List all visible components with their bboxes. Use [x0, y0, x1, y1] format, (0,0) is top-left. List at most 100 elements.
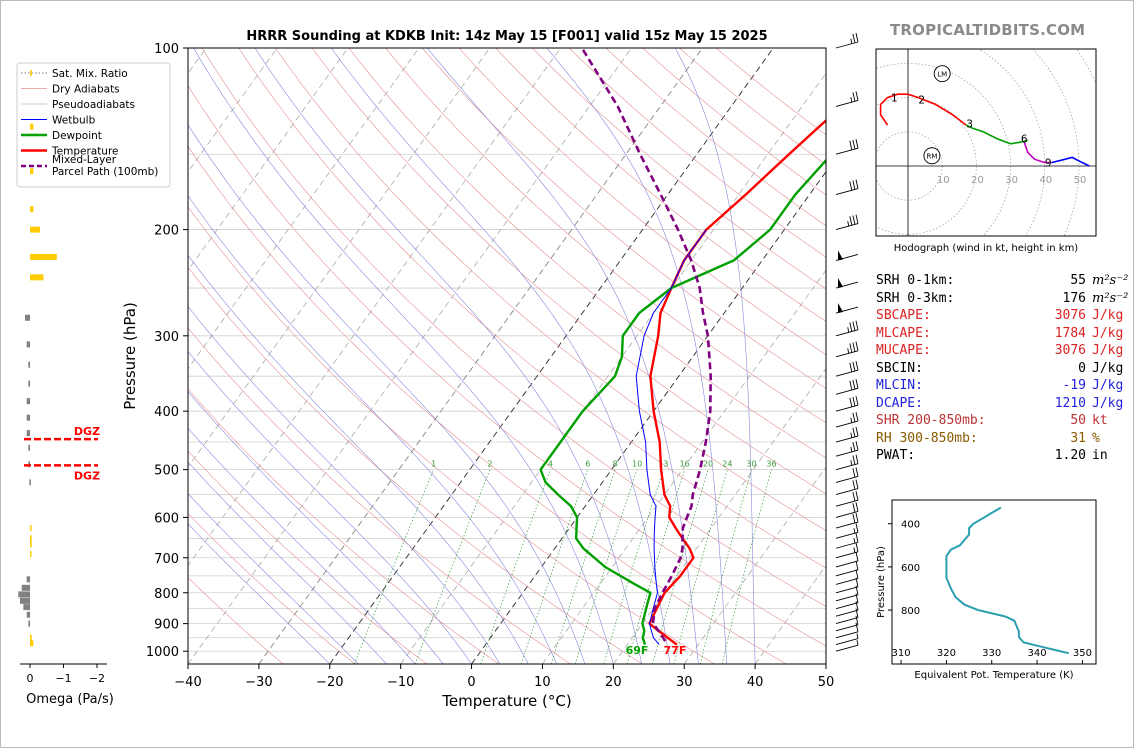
legend-label: Parcel Path (100mb) [52, 166, 158, 178]
dry-adiabat [188, 388, 499, 664]
wind-barb [835, 523, 859, 539]
wind-barb [835, 512, 859, 529]
wind-barb [835, 640, 859, 652]
barb-flag [855, 479, 859, 489]
parameter-row: DCAPE: 1210 J/kg [876, 395, 1128, 413]
mixing-ratio-line [521, 469, 589, 664]
omega-plot: 0 −1 −2 Omega (Pa/s) DGZ DGZ [18, 69, 114, 707]
omega-bar [26, 398, 31, 405]
omega-axis-label: Omega (Pa/s) [26, 692, 114, 707]
dry-adiabat [422, 48, 826, 389]
omega-bar [28, 620, 31, 627]
moist-adiabat [188, 493, 359, 664]
barb-flag [849, 343, 853, 353]
omega-bar [29, 479, 31, 486]
omega-tick-label: 0 [27, 672, 34, 685]
mixing-ratio-line [480, 469, 551, 664]
barb-flag [852, 468, 856, 478]
parameter-value: -19 [1062, 378, 1086, 393]
parameter-value: 3076 [1054, 343, 1086, 358]
parameter-value: 55 [1070, 273, 1086, 288]
dgz-label: DGZ [74, 425, 100, 438]
x-tick-label: −20 [316, 675, 343, 690]
wind-barb [835, 303, 859, 314]
barb-half-flag [850, 38, 853, 44]
wind-barb [835, 467, 859, 483]
omega-bar [30, 168, 34, 175]
barb-staff [835, 420, 859, 428]
barb-flag [855, 426, 859, 437]
wind-barb [835, 533, 859, 549]
isotherm-zero [471, 170, 826, 664]
series-temperature [648, 118, 826, 646]
barb-staff [835, 631, 859, 639]
wind-barb [835, 454, 859, 471]
series-wetbulb [635, 229, 707, 645]
barb-pennant [838, 303, 843, 314]
hodograph-trace [1023, 141, 1052, 164]
mixing-ratio-label: 10 [632, 460, 642, 469]
barb-staff [835, 350, 859, 358]
barb-flag [849, 216, 853, 226]
omega-bar [30, 274, 44, 281]
parameter-row: SBCAPE: 3076 J/kg [876, 307, 1128, 325]
legend-label: Mixed-Layer [52, 154, 117, 166]
omega-bar [28, 361, 31, 368]
parameter-label: SBCIN: [876, 360, 923, 376]
barb-staff [835, 463, 859, 471]
omega-bar [23, 604, 31, 611]
y-tick-label: 700 [154, 552, 179, 567]
barb-staff [835, 223, 859, 231]
wind-barb [835, 179, 859, 196]
moist-adiabat [188, 461, 387, 664]
barb-flag [849, 397, 853, 407]
barb-pennant [838, 278, 843, 289]
parameter-row: SHR 200-850mb: 50 kt [876, 412, 1128, 430]
parameter-row: RH 300-850mb: 31% [876, 430, 1128, 448]
parameter-unit: J/kg [1092, 308, 1124, 323]
parameter-table: SRH 0-1km: 55 m²s⁻² SRH 0-3km: 176 m²s⁻² SBCAP… [876, 272, 1128, 465]
omega-bar [26, 341, 31, 348]
barb-flag [855, 569, 859, 579]
wind-barb [835, 502, 859, 518]
theta-e-y-tick-label: 600 [901, 563, 920, 574]
isotherm-line [188, 48, 561, 567]
storm-motion-marker [923, 147, 941, 165]
omega-bar [28, 444, 31, 451]
omega-bar [30, 640, 34, 647]
barb-staff [835, 499, 859, 507]
parameter-unit: J/kg [1092, 378, 1124, 393]
omega-tick-label: −1 [55, 672, 71, 685]
dry-adiabat [201, 48, 826, 607]
y-tick-label: 500 [154, 464, 179, 479]
parameter-label: SRH 0-3km: [876, 290, 955, 306]
wind-barb [835, 479, 859, 496]
barb-staff [835, 578, 859, 585]
mixing-ratio-line [673, 469, 728, 664]
wind-barb [835, 214, 859, 231]
hodograph-area: 10 20 30 40 50 1 2 3 6 9 LM RM [876, 49, 1096, 236]
omega-tick-label: −2 [89, 672, 105, 685]
parameter-unit: in [1092, 448, 1108, 463]
parameter-unit: m²s⁻² [1092, 273, 1129, 288]
barb-half-flag [850, 446, 853, 452]
dry-adiabat [188, 327, 571, 664]
barb-flag [855, 615, 859, 625]
x-tick-label: −30 [245, 675, 272, 690]
barb-flag [852, 427, 856, 437]
barb-flag [852, 33, 856, 43]
wind-barb [835, 551, 859, 568]
isotherm-line [188, 48, 632, 664]
barb-flag [849, 181, 853, 191]
moist-adiabat [188, 523, 331, 664]
barb-flag [855, 341, 859, 351]
parameter-label: SBCAPE: [876, 308, 931, 323]
parameter-value: 1.20 [1054, 448, 1086, 463]
barb-half-flag [856, 633, 859, 639]
y-tick-label: 300 [154, 330, 179, 345]
wind-barb [835, 633, 859, 646]
barb-staff [835, 510, 859, 518]
x-tick-label: 40 [747, 675, 764, 690]
omega-bar [30, 525, 32, 532]
